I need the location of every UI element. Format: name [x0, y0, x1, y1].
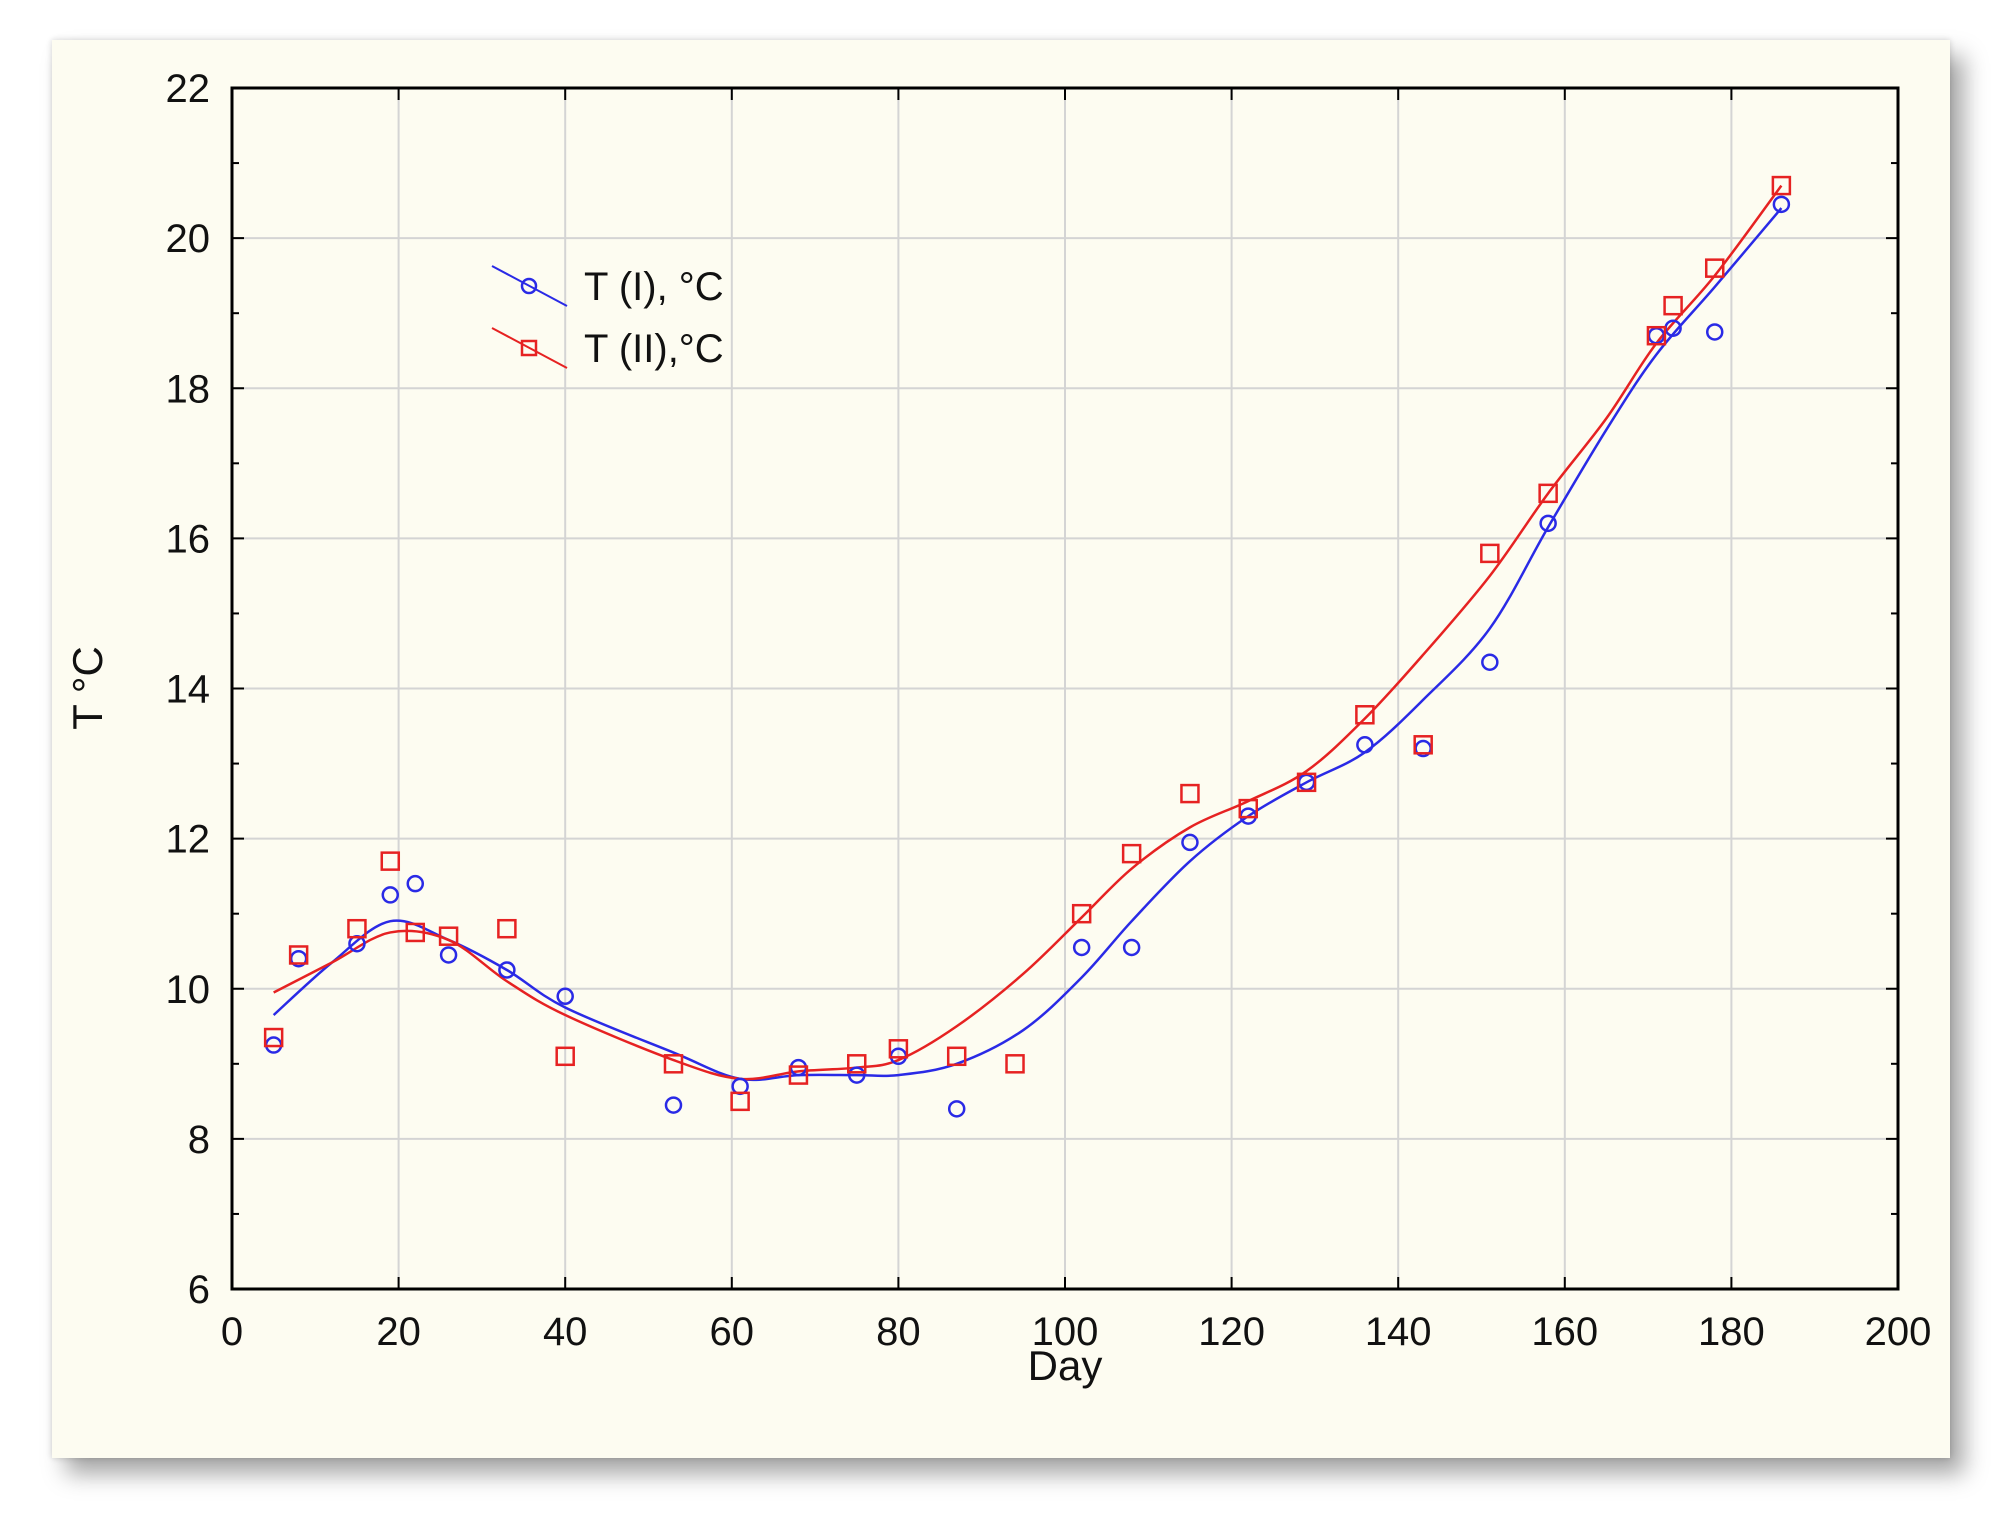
x-tick-label: 180	[1698, 1310, 1765, 1354]
data-point-series-2	[555, 1046, 575, 1067]
data-point-series-2	[1355, 705, 1375, 725]
y-tick-label: 16	[166, 517, 211, 561]
y-tick-label: 8	[188, 1118, 210, 1162]
data-point-series-2	[1180, 783, 1200, 804]
data-point-series-2	[288, 945, 309, 965]
data-point-series-2	[1121, 843, 1142, 864]
data-point-series-2	[1704, 258, 1725, 278]
data-point-series-1	[1072, 938, 1091, 957]
grid	[232, 88, 1898, 1289]
data-point-series-2	[847, 1054, 867, 1074]
data-point-series-1	[381, 886, 400, 904]
data-point-series-1	[848, 1066, 866, 1084]
y-tick-labels: 6 8 10 12 14 16 18 20 22	[166, 67, 211, 1312]
y-tick-label: 12	[166, 818, 211, 862]
legend-label-series-2: T (II),°C	[584, 327, 724, 371]
data-point-series-2	[1480, 543, 1500, 564]
ticks	[231, 87, 1899, 1290]
y-tick-label: 18	[166, 367, 211, 411]
data-point-series-1	[1539, 514, 1557, 533]
chart: 0 20 40 60 80 100 120 140 160 180 200 6 8 10 12 14 16 18…	[64, 67, 1932, 1389]
data-point-series-2	[1646, 325, 1667, 346]
data-point-series-1	[947, 1100, 966, 1118]
data-point-series-2	[405, 922, 426, 943]
x-tick-label: 60	[710, 1310, 755, 1354]
y-tick-label: 14	[166, 668, 211, 712]
data-point-series-1	[1122, 938, 1141, 957]
x-tick-label: 160	[1531, 1310, 1598, 1354]
y-tick-label: 20	[166, 217, 211, 261]
y-tick-label: 22	[166, 67, 211, 111]
data-point-series-1	[406, 874, 425, 893]
y-axis-title: T °C	[64, 646, 111, 730]
data-point-series-2	[438, 926, 459, 946]
x-tick-label: 100	[1032, 1310, 1099, 1354]
data-point-series-2	[788, 1065, 809, 1085]
x-tick-label: 20	[376, 1310, 421, 1354]
data-point-series-1	[1356, 736, 1374, 754]
y-tick-label: 10	[166, 968, 211, 1012]
data-point-series-2	[1005, 1054, 1025, 1074]
data-point-series-1	[1481, 653, 1499, 671]
legend: T (I), °C T (II),°C	[491, 265, 724, 371]
data-point-series-2	[1663, 295, 1683, 316]
fit-lines	[272, 184, 1783, 1082]
y-tick-label: 6	[188, 1268, 210, 1312]
data-point-series-2	[1296, 772, 1317, 793]
data-point-series-2	[730, 1091, 750, 1112]
figure-frame: 0 20 40 60 80 100 120 140 160 180 200 6 8 10 12 14 16 18…	[52, 40, 1950, 1458]
data-point-series-2	[347, 918, 367, 939]
data-point-series-2	[263, 1027, 284, 1048]
data-point-series-2	[1238, 798, 1259, 819]
data-point-series-2	[497, 918, 517, 939]
data-point-series-2	[888, 1039, 909, 1059]
data-point-series-2	[663, 1054, 684, 1074]
markers	[263, 175, 1792, 1118]
legend-item-series-2: T (II),°C	[491, 327, 724, 371]
data-point-series-1	[1181, 833, 1199, 852]
legend-marker-series-2	[520, 339, 538, 357]
x-tick-label: 40	[543, 1310, 588, 1354]
data-point-series-1	[731, 1077, 749, 1096]
data-point-series-1	[556, 987, 574, 1006]
data-point-series-2	[946, 1046, 967, 1067]
data-point-series-2	[1071, 903, 1092, 924]
data-point-series-1	[664, 1096, 683, 1114]
x-tick-label: 140	[1365, 1310, 1432, 1354]
x-tick-label: 0	[221, 1310, 243, 1354]
legend-line-series-2	[491, 327, 568, 369]
legend-line-series-1	[491, 265, 568, 307]
fit-line-series-1	[272, 207, 1783, 1082]
data-point-series-2	[1413, 735, 1433, 755]
x-tick-label: 120	[1198, 1310, 1265, 1354]
x-tick-label: 200	[1865, 1310, 1932, 1354]
data-point-series-2	[380, 851, 401, 871]
data-point-series-2	[1538, 483, 1558, 504]
data-point-series-2	[1771, 175, 1792, 196]
x-axis-title: Day	[1028, 1342, 1103, 1389]
fit-line-series-2	[273, 184, 1783, 1081]
legend-item-series-1: T (I), °C	[491, 265, 724, 309]
data-point-series-1	[1772, 195, 1791, 214]
x-tick-labels: 0 20 40 60 80 100 120 140 160 180 200	[221, 1310, 1932, 1354]
legend-label-series-1: T (I), °C	[584, 265, 724, 309]
data-point-series-1	[498, 961, 516, 979]
x-tick-label: 80	[876, 1310, 921, 1354]
data-point-series-1	[1705, 323, 1724, 341]
data-point-series-1	[439, 946, 458, 964]
legend-marker-series-1	[520, 277, 538, 295]
